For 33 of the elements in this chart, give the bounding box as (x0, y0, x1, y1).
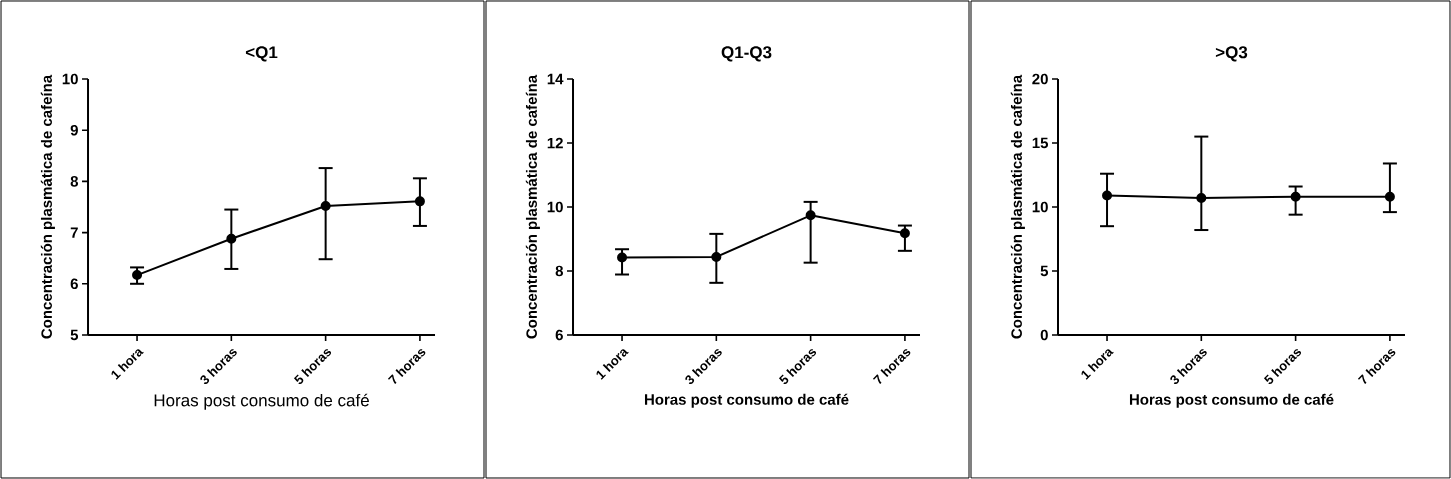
y-tick-label: 8 (555, 265, 564, 277)
y-tick-label: 10 (62, 73, 78, 85)
y-tick-label: 20 (1032, 73, 1048, 85)
point (414, 196, 425, 207)
chart-title: >Q3 (1215, 46, 1248, 62)
y-tick-label: 7 (70, 227, 78, 238)
point (132, 270, 143, 281)
x-axis-title: Horas post consumo de café (1129, 393, 1334, 408)
y-tick-label: 9 (70, 124, 78, 136)
y-tick-label: 8 (70, 176, 79, 187)
y-tick-label: 5 (1040, 265, 1049, 277)
y-tick-label: 10 (1032, 201, 1048, 213)
point (805, 210, 816, 221)
x-axis-title: Horas post consumo de café (644, 393, 849, 408)
y-tick-label: 6 (70, 278, 78, 290)
y-tick-label: 0 (1040, 329, 1048, 341)
y-axis-title: Concentración plasmática de cafeína (525, 74, 540, 339)
y-tick-label: 15 (1032, 137, 1049, 149)
point (226, 233, 237, 244)
point (320, 200, 331, 211)
y-axis-title: Concentración plasmática de cafeína (40, 74, 55, 339)
chart-title: <Q1 (245, 46, 278, 62)
x-axis-title: Horas post consumo de café (154, 393, 369, 410)
y-tick-label: 10 (547, 201, 563, 213)
y-tick-label: 6 (555, 329, 563, 341)
y-tick-label: 12 (547, 137, 563, 149)
y-tick-label: 5 (70, 329, 79, 341)
point (617, 252, 628, 263)
point (711, 251, 722, 262)
point (899, 228, 910, 239)
chart-title: Q1-Q3 (721, 46, 772, 62)
y-tick-label: 14 (547, 73, 564, 85)
y-axis-title: Concentración plasmática de cafeína (1010, 74, 1025, 339)
